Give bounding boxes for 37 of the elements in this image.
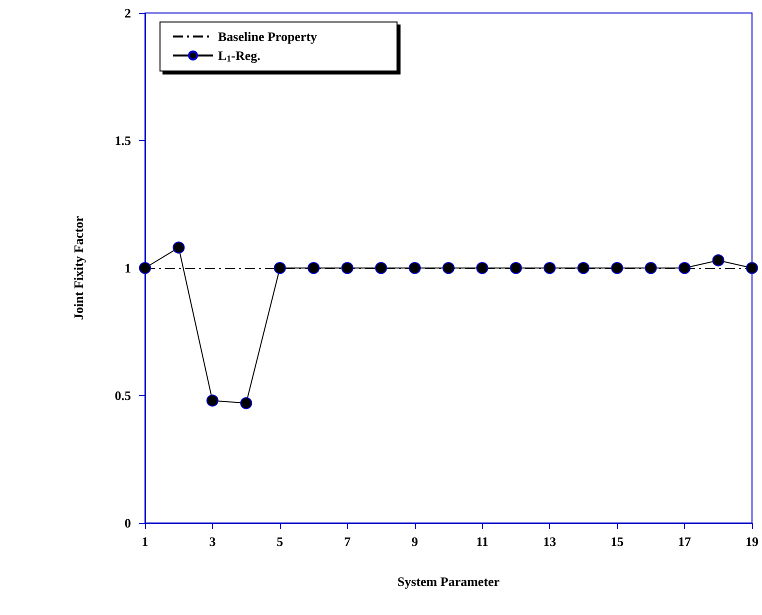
- point: [442, 262, 454, 274]
- x-tick-label: 7: [344, 534, 352, 549]
- point: [375, 262, 388, 274]
- point: [712, 254, 724, 266]
- point: [678, 262, 691, 274]
- point: [476, 262, 488, 274]
- x-tick-label: 15: [610, 534, 624, 549]
- x-axis-title: System Parameter: [397, 574, 500, 589]
- point: [544, 262, 556, 274]
- x-tick-label: 3: [209, 534, 216, 549]
- point: [408, 262, 421, 274]
- y-tick-label: 1.5: [114, 133, 132, 148]
- x-tick-label: 5: [276, 534, 284, 549]
- point: [341, 262, 354, 274]
- point: [611, 262, 624, 274]
- point: [644, 262, 657, 274]
- point: [308, 262, 320, 274]
- y-tick-label: 2: [124, 6, 131, 20]
- x-tick-label: 11: [476, 534, 488, 549]
- point: [172, 242, 185, 254]
- point: [206, 394, 218, 407]
- x-tick-label: 17: [678, 534, 692, 549]
- x-tick-label: 13: [543, 534, 557, 549]
- point: [274, 262, 286, 274]
- y-axis-title: Joint Fixity Factor: [71, 216, 86, 320]
- point: [746, 262, 758, 274]
- point: [510, 262, 522, 274]
- x-tick-label: 9: [412, 534, 419, 549]
- y-tick-label: 0.5: [114, 388, 132, 403]
- y-tick-label: 1: [124, 260, 131, 276]
- point: [240, 397, 252, 410]
- x-tick-label: 19: [746, 534, 759, 549]
- y-tick-label: 0: [124, 516, 131, 530]
- point: [577, 262, 590, 274]
- point: [139, 262, 151, 274]
- legend-label: Baseline Property: [218, 29, 318, 44]
- x-tick-label: 1: [142, 534, 148, 549]
